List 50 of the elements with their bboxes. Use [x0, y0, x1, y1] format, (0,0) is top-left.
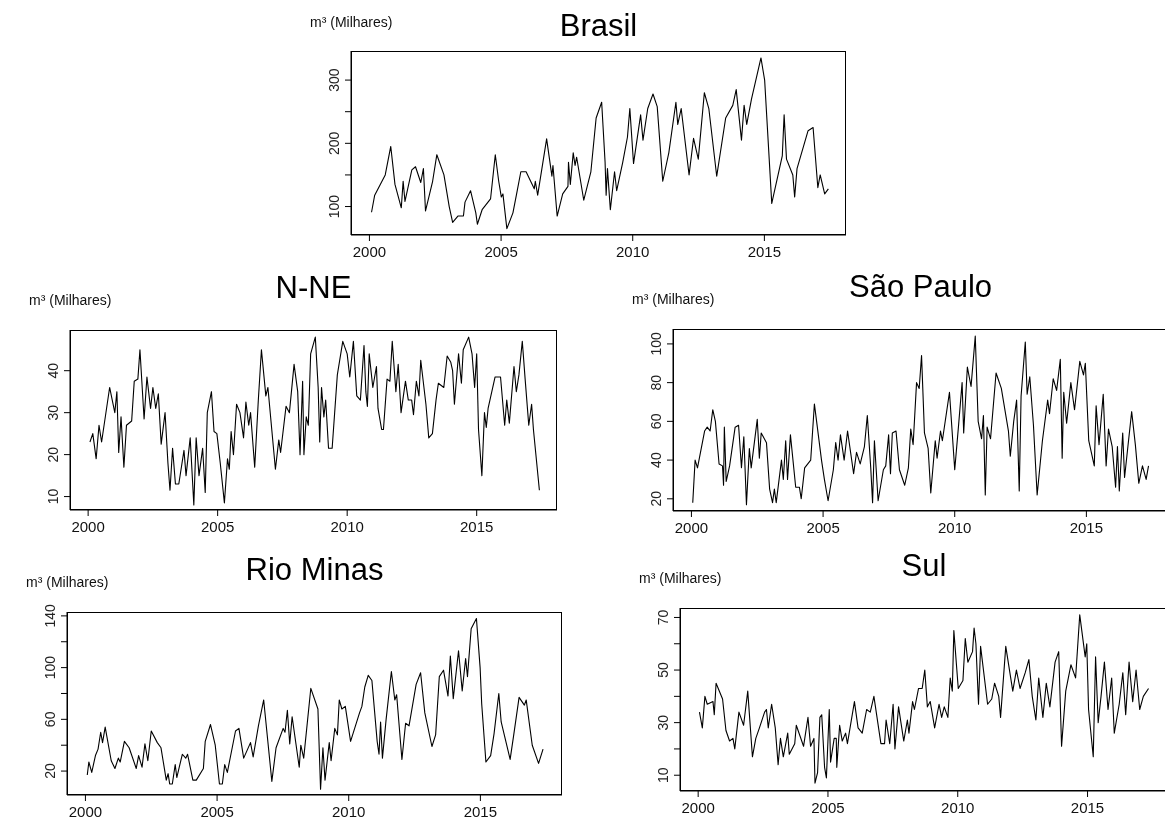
- x-tick-label: 2000: [68, 803, 103, 820]
- y-axis-title: m³ (Milhares): [29, 292, 112, 308]
- y-tick-label: 50: [655, 662, 671, 678]
- chart-title: Brasil: [559, 8, 638, 43]
- y-tick-label: 30: [45, 404, 61, 421]
- y-tick-label: 100: [648, 332, 664, 356]
- x-tick-label: 2005: [811, 799, 845, 816]
- x-tick-label: 2000: [352, 243, 387, 260]
- x-tick-label: 2015: [463, 803, 498, 820]
- x-tick-label: 2005: [200, 518, 235, 535]
- y-axis-title: m³ (Milhares): [310, 14, 393, 30]
- x-tick-label: 2005: [200, 803, 234, 820]
- x-tick-label: 2000: [681, 799, 715, 816]
- y-tick-label: 20: [45, 446, 61, 463]
- x-tick-label: 2015: [747, 243, 782, 260]
- y-tick-label: 30: [655, 714, 671, 731]
- y-tick-label: 80: [648, 374, 664, 391]
- chart-title: N-NE: [275, 270, 352, 305]
- y-tick-label: 10: [655, 767, 671, 784]
- chart-title: Sul: [901, 548, 947, 583]
- y-tick-label: 100: [42, 655, 58, 680]
- y-tick-label: 10: [45, 488, 61, 505]
- y-axis-title: m³ (Milhares): [632, 291, 715, 307]
- x-tick-label: 2010: [332, 803, 366, 820]
- y-tick-label: 100: [326, 194, 342, 219]
- chart-title: São Paulo: [848, 269, 993, 304]
- y-tick-label: 20: [648, 490, 664, 507]
- x-tick-label: 2010: [938, 519, 972, 536]
- y-tick-label: 40: [45, 362, 61, 379]
- y-tick-label: 60: [648, 413, 664, 430]
- y-tick-label: 300: [326, 68, 342, 92]
- y-axis-title: m³ (Milhares): [639, 570, 722, 586]
- x-tick-label: 2000: [71, 518, 105, 535]
- y-tick-label: 60: [42, 711, 58, 728]
- x-tick-label: 2010: [616, 243, 650, 260]
- y-tick-label: 40: [648, 452, 664, 468]
- x-tick-label: 2015: [1070, 799, 1105, 816]
- y-tick-label: 70: [655, 609, 671, 626]
- chart-title: Rio Minas: [245, 552, 384, 587]
- x-tick-label: 2015: [460, 518, 494, 535]
- x-tick-label: 2015: [1069, 519, 1104, 536]
- y-tick-label: 140: [42, 603, 58, 628]
- y-tick-label: 20: [42, 763, 58, 779]
- y-tick-label: 200: [326, 131, 342, 155]
- y-axis-title: m³ (Milhares): [26, 574, 109, 590]
- x-tick-label: 2005: [484, 243, 518, 260]
- x-tick-label: 2005: [806, 519, 840, 536]
- x-tick-label: 2010: [941, 799, 975, 816]
- x-tick-label: 2010: [330, 518, 364, 535]
- x-tick-label: 2000: [674, 519, 709, 536]
